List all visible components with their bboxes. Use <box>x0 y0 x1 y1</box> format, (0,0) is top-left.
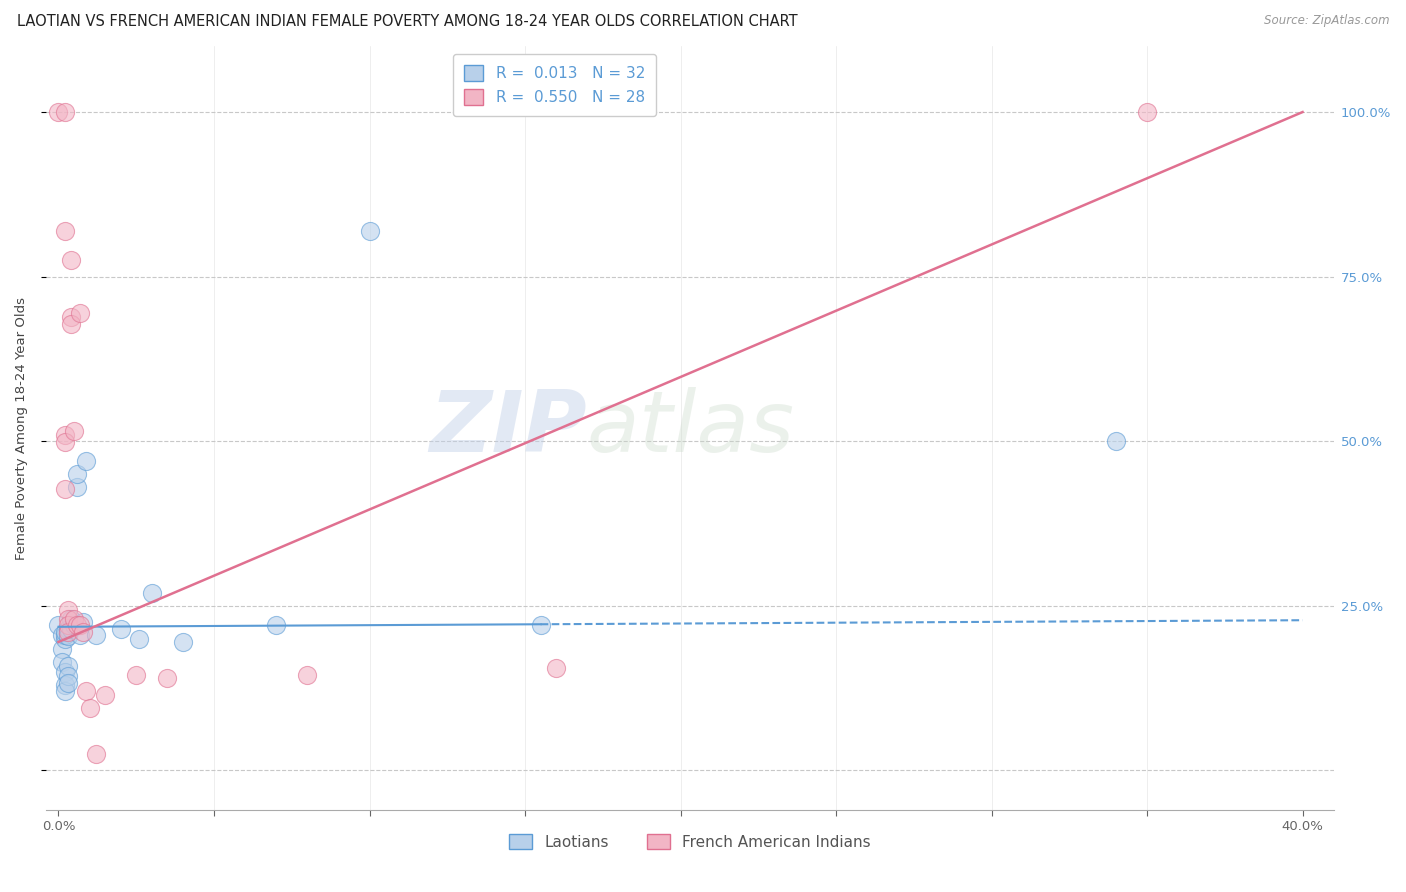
Point <box>53 427 76 442</box>
Y-axis label: Female Poverty Among 18-24 Year Olds: Female Poverty Among 18-24 Year Olds <box>15 296 28 559</box>
Point <box>84 747 107 761</box>
Point <box>128 632 150 646</box>
Point <box>359 223 381 237</box>
Point <box>53 632 76 646</box>
Point <box>264 618 287 632</box>
Point <box>76 684 98 698</box>
Point <box>69 618 91 632</box>
Point <box>56 603 79 617</box>
Point <box>66 618 89 632</box>
Point <box>66 467 89 481</box>
Point <box>110 622 132 636</box>
Point <box>59 317 82 331</box>
Point <box>53 435 76 450</box>
Point <box>59 310 82 325</box>
Point <box>66 480 89 494</box>
Point <box>72 615 94 630</box>
Point <box>51 641 73 656</box>
Point <box>297 668 319 682</box>
Point <box>56 625 79 640</box>
Point <box>125 668 148 682</box>
Point <box>51 655 73 669</box>
Point <box>48 618 70 632</box>
Point <box>1105 434 1128 449</box>
Point <box>56 669 79 683</box>
Point <box>56 659 79 673</box>
Legend: Laotians, French American Indians: Laotians, French American Indians <box>503 828 877 855</box>
Point <box>53 482 76 496</box>
Point <box>94 688 117 702</box>
Point <box>48 105 70 120</box>
Point <box>53 665 76 679</box>
Point <box>56 612 79 626</box>
Point <box>59 612 82 626</box>
Point <box>53 684 76 698</box>
Point <box>59 622 82 636</box>
Point <box>76 454 98 468</box>
Text: ZIP: ZIP <box>429 386 586 469</box>
Point <box>141 585 163 599</box>
Point <box>63 612 86 626</box>
Point <box>53 223 76 237</box>
Point <box>79 700 101 714</box>
Text: atlas: atlas <box>586 386 794 469</box>
Point <box>69 628 91 642</box>
Point <box>63 618 86 632</box>
Point <box>69 306 91 320</box>
Point <box>53 625 76 640</box>
Point <box>56 618 79 632</box>
Text: LAOTIAN VS FRENCH AMERICAN INDIAN FEMALE POVERTY AMONG 18-24 YEAR OLDS CORRELATI: LAOTIAN VS FRENCH AMERICAN INDIAN FEMALE… <box>17 14 797 29</box>
Point <box>84 628 107 642</box>
Point <box>59 253 82 268</box>
Point <box>156 671 179 685</box>
Point <box>72 625 94 640</box>
Point <box>53 105 76 120</box>
Point <box>546 661 568 675</box>
Point <box>56 622 79 636</box>
Text: Source: ZipAtlas.com: Source: ZipAtlas.com <box>1264 14 1389 28</box>
Point <box>172 635 194 649</box>
Point <box>53 628 76 642</box>
Point <box>51 628 73 642</box>
Point <box>56 675 79 690</box>
Point <box>529 618 551 632</box>
Point <box>1136 105 1159 120</box>
Point <box>63 425 86 439</box>
Point <box>53 678 76 692</box>
Point <box>56 629 79 643</box>
